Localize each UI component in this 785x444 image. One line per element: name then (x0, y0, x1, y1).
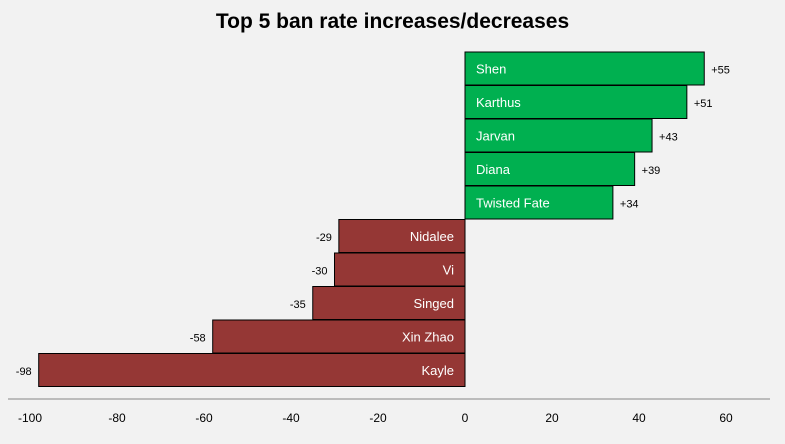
x-tick-labels: -100 -80 -60 -40 -20 0 20 40 60 (18, 411, 733, 425)
value-label-shen: +55 (711, 65, 730, 77)
category-label-xin-zhao: Xin Zhao (402, 330, 454, 345)
category-label-twisted-fate: Twisted Fate (476, 196, 550, 211)
bars-layer: Shen +55 Karthus +51 Jarvan +43 Diana +39 Twiste… (16, 51, 730, 387)
category-label-kayle: Kayle (421, 363, 454, 378)
bar-vi (334, 252, 466, 287)
x-tick-label: -40 (282, 411, 300, 425)
category-label-singed: Singed (414, 296, 454, 311)
value-label-jarvan: +43 (659, 132, 678, 144)
category-label-shen: Shen (476, 62, 506, 77)
category-label-vi: Vi (443, 263, 454, 278)
category-label-karthus: Karthus (476, 95, 521, 110)
bar-nidalee (338, 219, 466, 253)
value-label-xin-zhao: -58 (190, 333, 206, 345)
bar-xin-zhao (212, 319, 466, 354)
bar-singed (312, 286, 466, 320)
value-label-nidalee: -29 (316, 232, 332, 244)
x-tick-label: 20 (545, 411, 559, 425)
bar-shen (464, 51, 705, 86)
value-label-karthus: +51 (694, 98, 713, 110)
chart-title: Top 5 ban rate increases/decreases (215, 10, 570, 33)
value-label-vi: -30 (312, 266, 328, 278)
x-tick-label: -80 (108, 411, 126, 425)
value-label-diana: +39 (642, 165, 661, 177)
value-label-twisted-fate: +34 (620, 199, 639, 211)
x-tick-label: -100 (18, 411, 42, 425)
value-label-singed: -35 (290, 299, 306, 311)
bar-twisted-fate (464, 185, 614, 220)
bar-kayle (38, 353, 466, 387)
value-label-kayle: -98 (16, 366, 32, 378)
category-label-nidalee: Nidalee (410, 229, 454, 244)
x-tick-label: 40 (632, 411, 646, 425)
x-tick-label: 60 (719, 411, 733, 425)
category-label-jarvan: Jarvan (476, 129, 515, 144)
bar-jarvan (464, 118, 653, 153)
category-label-diana: Diana (476, 162, 511, 177)
x-tick-label: 0 (462, 411, 469, 425)
x-tick-label: -60 (195, 411, 213, 425)
x-tick-label: -20 (369, 411, 387, 425)
bar-diana (464, 152, 636, 186)
